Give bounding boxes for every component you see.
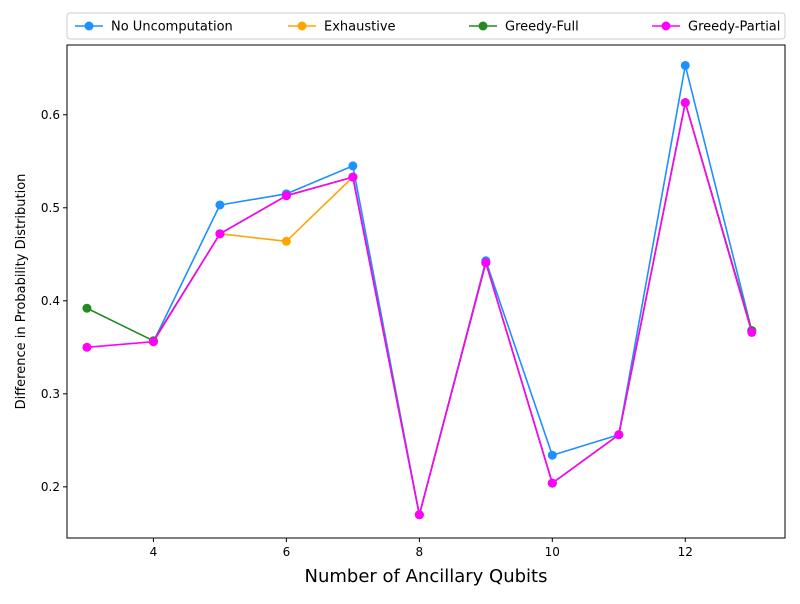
- x-tick-label: 8: [416, 545, 424, 559]
- legend-label: Greedy-Full: [505, 20, 579, 35]
- series-line: [86, 101, 753, 516]
- series-line: [219, 101, 753, 516]
- y-tick-label: 0.5: [41, 201, 60, 215]
- series-line: [86, 101, 753, 516]
- plot-frame: [66, 44, 786, 539]
- y-tick-label: 0.6: [41, 108, 60, 122]
- series-greedy-full: [82, 98, 757, 520]
- data-point: [281, 191, 291, 201]
- data-point: [547, 478, 557, 488]
- data-point: [348, 161, 358, 171]
- x-axis-label: Number of Ancillary Qubits: [305, 566, 548, 587]
- data-point: [547, 450, 557, 460]
- series-line: [152, 64, 753, 516]
- data-point: [281, 236, 291, 246]
- y-axis: 0.2 0.3 0.4 0.5 0.6: [41, 108, 67, 494]
- legend-label: Exhaustive: [324, 20, 396, 35]
- x-tick-label: 4: [150, 545, 158, 559]
- x-axis: 4 6 8 10 12: [150, 538, 693, 559]
- series-exhaustive: [215, 98, 757, 520]
- legend-label: Greedy-Partial: [688, 20, 780, 35]
- legend-label: No Uncomputation: [111, 20, 233, 35]
- data-point: [680, 98, 690, 108]
- data-point: [481, 258, 491, 268]
- data-point: [148, 337, 158, 347]
- x-tick-label: 6: [283, 545, 291, 559]
- legend-item: Greedy-Partial: [652, 20, 780, 35]
- y-tick-label: 0.2: [41, 480, 60, 494]
- series-layer: [82, 60, 757, 520]
- legend-marker: [84, 21, 94, 31]
- y-tick-label: 0.3: [41, 387, 60, 401]
- data-point: [414, 510, 424, 520]
- series-greedy-partial: [82, 98, 757, 520]
- data-point: [82, 342, 92, 352]
- legend-marker: [661, 21, 671, 31]
- data-point: [747, 327, 757, 337]
- x-tick-label: 10: [545, 545, 560, 559]
- legend-marker: [478, 21, 488, 31]
- y-axis-label: Difference in Probability Distribution: [14, 174, 29, 410]
- data-point: [82, 303, 92, 313]
- data-point: [215, 229, 225, 239]
- data-point: [680, 60, 690, 70]
- legend-item: No Uncomputation: [75, 20, 233, 35]
- legend: No Uncomputation Exhaustive Greedy-Full Gre…: [66, 12, 786, 40]
- data-point: [215, 200, 225, 210]
- legend-box: [66, 12, 786, 40]
- data-point: [348, 172, 358, 182]
- series-no-uncomputation: [148, 60, 757, 520]
- x-tick-label: 12: [678, 545, 693, 559]
- legend-marker: [297, 21, 307, 31]
- legend-item: Greedy-Full: [469, 20, 579, 35]
- y-tick-label: 0.4: [41, 294, 60, 308]
- data-point: [614, 430, 624, 440]
- legend-item: Exhaustive: [288, 20, 396, 35]
- plot-area: [66, 44, 786, 539]
